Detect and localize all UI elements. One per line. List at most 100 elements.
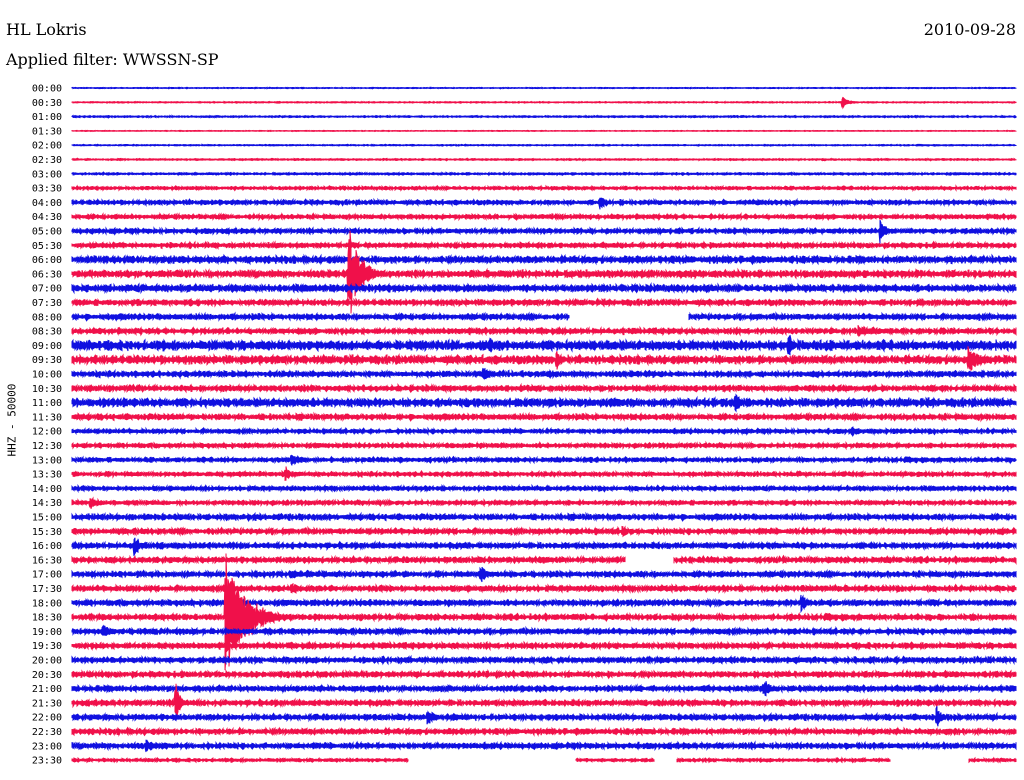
seismic-trace-line bbox=[71, 157, 1017, 162]
time-tick-label: 06:00 bbox=[32, 255, 62, 266]
seismic-trace-line bbox=[71, 466, 1017, 481]
time-tick-label: 20:00 bbox=[32, 656, 62, 667]
time-tick-label: 17:30 bbox=[32, 584, 62, 595]
time-tick-label: 21:00 bbox=[32, 684, 62, 695]
seismic-trace-line bbox=[71, 706, 1017, 727]
seismic-trace-line bbox=[71, 219, 1017, 244]
seismic-trace-line bbox=[71, 624, 1017, 637]
time-tick-label: 19:00 bbox=[32, 627, 62, 638]
seismic-trace-line bbox=[71, 640, 1017, 652]
seismic-trace-line bbox=[71, 311, 1017, 323]
station-name: HL Lokris bbox=[6, 20, 87, 39]
time-tick-label: 03:00 bbox=[32, 169, 62, 180]
time-tick-label: 17:00 bbox=[32, 570, 62, 581]
seismic-trace-line bbox=[71, 525, 1017, 538]
seismic-trace-line bbox=[71, 411, 1017, 423]
seismic-trace-line bbox=[71, 454, 1017, 466]
time-tick-label: 15:00 bbox=[32, 513, 62, 524]
seismic-trace-line bbox=[71, 240, 1017, 251]
seismic-trace-line bbox=[71, 668, 1017, 680]
seismic-trace-line bbox=[71, 594, 1017, 614]
time-tick-label: 01:00 bbox=[32, 112, 62, 123]
seismic-trace-line bbox=[71, 86, 1017, 90]
time-tick-label: 16:30 bbox=[32, 555, 62, 566]
seismic-trace-line bbox=[71, 324, 1017, 338]
seismic-trace-line bbox=[71, 483, 1017, 494]
seismic-trace-line bbox=[71, 680, 1017, 697]
seismic-trace-line bbox=[71, 554, 1017, 566]
seismic-trace-line bbox=[71, 171, 1017, 177]
time-tick-label: 19:30 bbox=[32, 641, 62, 652]
time-tick-label: 11:30 bbox=[32, 412, 62, 423]
time-tick-label: 05:30 bbox=[32, 241, 62, 252]
time-tick-labels: 00:00 00:30 01:00 01:30 02:00 02:30 03:00 03:30… bbox=[32, 84, 62, 767]
time-tick-label: 18:30 bbox=[32, 613, 62, 624]
time-tick-label: 20:30 bbox=[32, 670, 62, 681]
seismic-trace-line bbox=[71, 426, 1017, 438]
record-date: 2010-09-28 bbox=[923, 20, 1016, 39]
seismic-trace-line bbox=[71, 756, 1017, 764]
time-tick-label: 05:00 bbox=[32, 227, 62, 238]
time-tick-label: 23:30 bbox=[32, 756, 62, 767]
time-tick-label: 10:00 bbox=[32, 370, 62, 381]
time-tick-label: 22:00 bbox=[32, 713, 62, 724]
seismic-trace-line bbox=[71, 346, 1017, 372]
time-tick-label: 11:00 bbox=[32, 398, 62, 409]
seismic-trace-line bbox=[71, 382, 1017, 394]
seismic-trace-line bbox=[71, 393, 1017, 413]
seismic-trace-line bbox=[71, 281, 1017, 295]
time-tick-label: 14:00 bbox=[32, 484, 62, 495]
time-tick-label: 02:30 bbox=[32, 155, 62, 166]
time-tick-label: 00:30 bbox=[32, 98, 62, 109]
time-tick-label: 06:30 bbox=[32, 269, 62, 280]
seismic-trace-line bbox=[71, 440, 1017, 451]
time-tick-label: 00:00 bbox=[32, 84, 62, 95]
seismic-trace-line bbox=[71, 197, 1017, 210]
seismic-traces bbox=[71, 86, 1017, 764]
seismic-trace-line bbox=[71, 96, 1017, 110]
time-tick-label: 09:30 bbox=[32, 355, 62, 366]
time-tick-label: 09:00 bbox=[32, 341, 62, 352]
seismic-trace-line bbox=[71, 129, 1017, 133]
seismic-trace-line bbox=[71, 553, 1017, 671]
time-tick-label: 13:00 bbox=[32, 455, 62, 466]
time-tick-label: 21:30 bbox=[32, 698, 62, 709]
time-tick-label: 03:30 bbox=[32, 184, 62, 195]
seismic-trace-line bbox=[71, 683, 1017, 716]
time-tick-label: 04:30 bbox=[32, 212, 62, 223]
seismic-trace-line bbox=[71, 212, 1017, 222]
seismic-trace-line bbox=[71, 537, 1017, 557]
seismic-trace-line bbox=[71, 114, 1017, 119]
time-tick-label: 14:30 bbox=[32, 498, 62, 509]
seismic-trace-line bbox=[71, 726, 1017, 737]
seismic-trace-line bbox=[71, 230, 1017, 314]
time-tick-label: 02:00 bbox=[32, 141, 62, 152]
seismic-trace-line bbox=[71, 367, 1017, 381]
time-tick-label: 16:00 bbox=[32, 541, 62, 552]
time-tick-label: 13:30 bbox=[32, 470, 62, 481]
time-tick-label: 10:30 bbox=[32, 384, 62, 395]
time-tick-label: 22:30 bbox=[32, 727, 62, 738]
seismic-trace-line bbox=[71, 511, 1017, 523]
time-tick-label: 18:00 bbox=[32, 598, 62, 609]
seismic-trace-line bbox=[71, 184, 1017, 192]
seismic-trace-line bbox=[71, 654, 1017, 666]
seismic-trace-line bbox=[71, 297, 1017, 308]
time-tick-label: 01:30 bbox=[32, 126, 62, 137]
seismic-trace-line bbox=[71, 582, 1017, 595]
time-tick-label: 23:00 bbox=[32, 741, 62, 752]
time-tick-label: 08:00 bbox=[32, 312, 62, 323]
time-tick-label: 15:30 bbox=[32, 527, 62, 538]
seismic-trace-line bbox=[71, 739, 1017, 753]
seismic-trace-line bbox=[71, 334, 1017, 356]
filter-label: Applied filter: WWSSN-SP bbox=[6, 50, 219, 69]
time-tick-label: 07:30 bbox=[32, 298, 62, 309]
seismic-trace-line bbox=[71, 253, 1017, 266]
time-tick-label: 12:00 bbox=[32, 427, 62, 438]
time-tick-label: 12:30 bbox=[32, 441, 62, 452]
seismic-trace-line bbox=[71, 566, 1017, 583]
seismic-trace-line bbox=[71, 496, 1017, 510]
time-tick-label: 08:30 bbox=[32, 327, 62, 338]
time-tick-label: 07:00 bbox=[32, 284, 62, 295]
